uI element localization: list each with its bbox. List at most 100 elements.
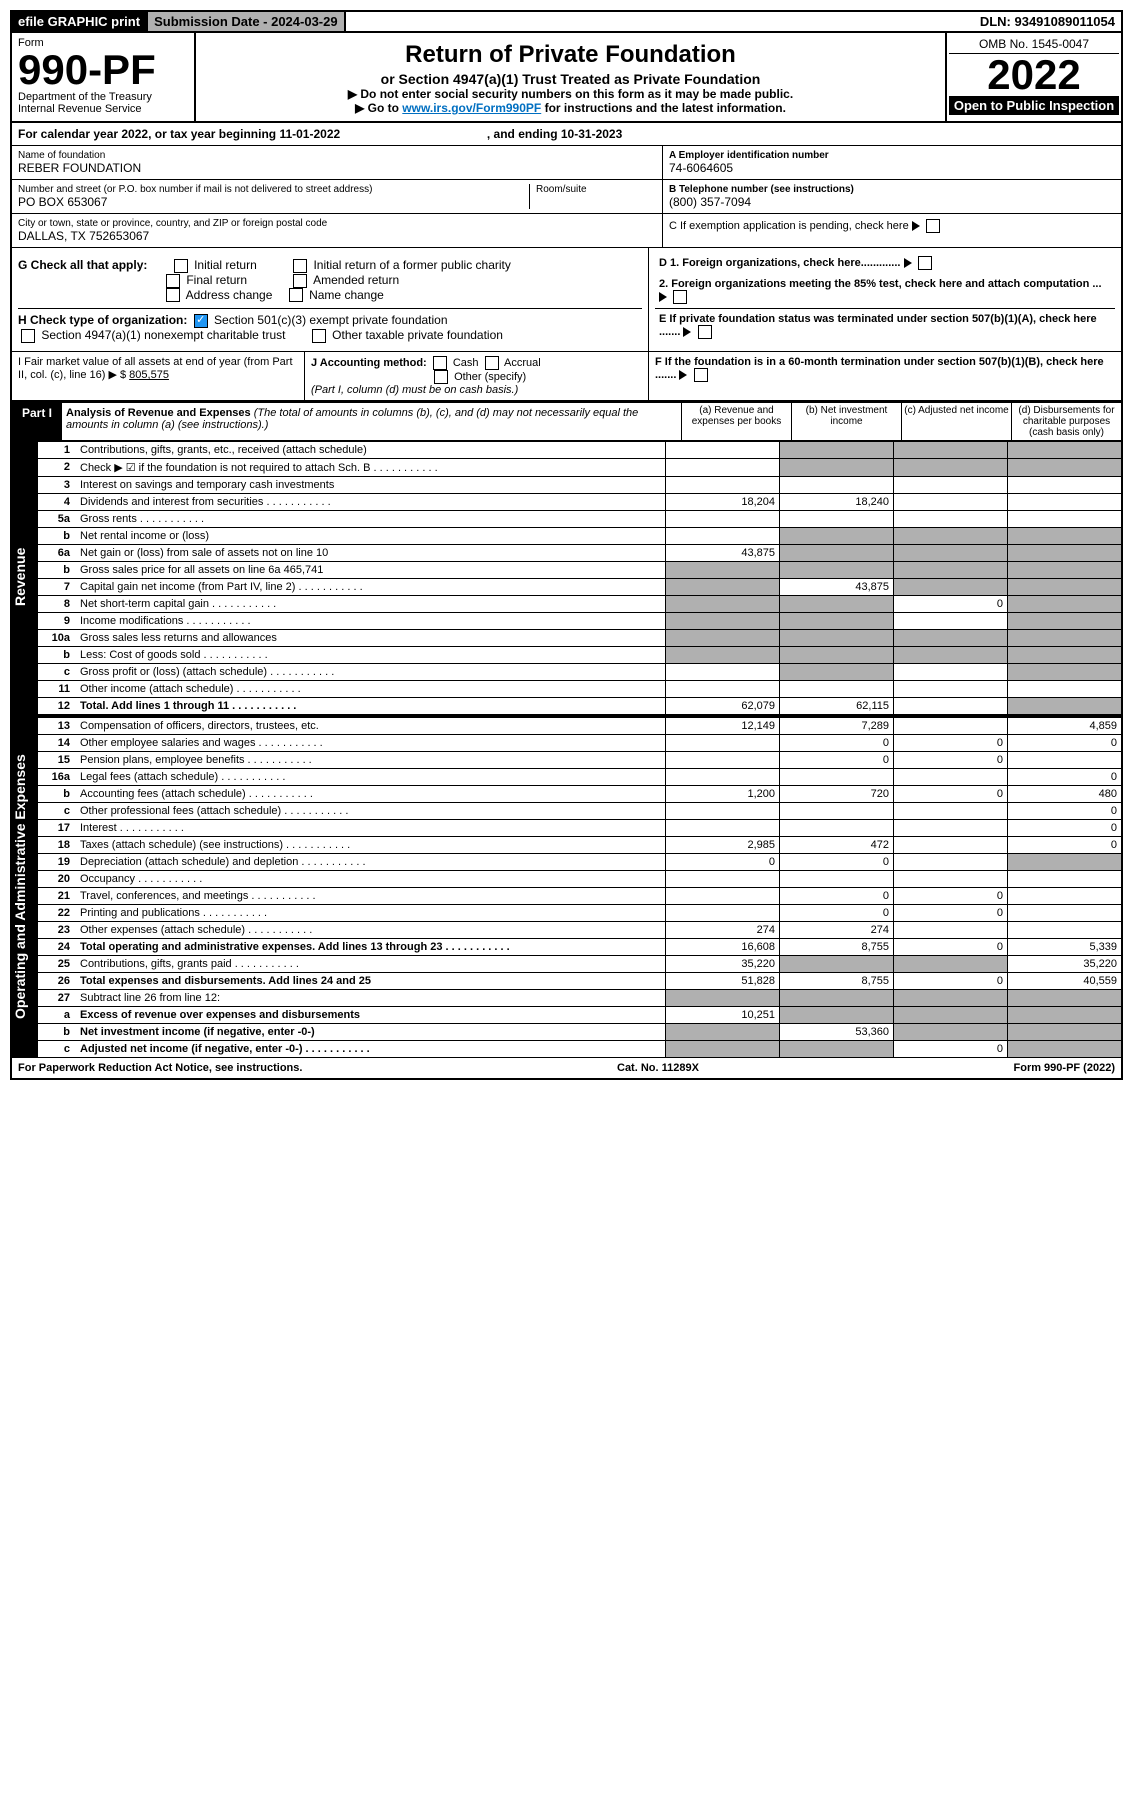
amt-cell <box>780 630 894 647</box>
table-row: bAccounting fees (attach schedule)1,2007… <box>38 786 1121 803</box>
h-opt-3: Other taxable private foundation <box>332 328 503 342</box>
table-row: 2Check ▶ ☑ if the foundation is not requ… <box>38 459 1121 477</box>
city-label: City or town, state or province, country… <box>18 218 656 229</box>
line-desc: Net short-term capital gain <box>76 596 666 613</box>
i-j-section: I Fair market value of all assets at end… <box>12 352 1121 401</box>
g-final-checkbox[interactable] <box>166 274 180 288</box>
line-desc: Pension plans, employee benefits <box>76 752 666 769</box>
amt-cell: 0 <box>894 786 1008 803</box>
top-bar: efile GRAPHIC print Submission Date - 20… <box>12 12 1121 33</box>
amt-cell <box>1008 854 1122 871</box>
g-name-checkbox[interactable] <box>289 288 303 302</box>
amt-cell <box>666 630 780 647</box>
g-opt-3: Amended return <box>313 273 399 287</box>
c-label: C If exemption application is pending, c… <box>669 220 909 232</box>
amt-cell <box>666 511 780 528</box>
ein-value: 74-6064605 <box>669 161 1115 175</box>
amt-cell <box>894 441 1008 459</box>
j-other: Other (specify) <box>454 371 526 383</box>
line-num: 23 <box>38 922 76 939</box>
line-num: 22 <box>38 905 76 922</box>
tax-year-bar: For calendar year 2022, or tax year begi… <box>12 121 1121 146</box>
amt-cell <box>1008 630 1122 647</box>
g-h-section: G Check all that apply: Initial return I… <box>12 248 1121 352</box>
amt-cell: 274 <box>666 922 780 939</box>
goto-post: for instructions and the latest informat… <box>545 101 786 115</box>
amt-cell <box>894 871 1008 888</box>
j-cash-checkbox[interactable] <box>433 356 447 370</box>
amt-cell: 18,204 <box>666 494 780 511</box>
amt-cell: 0 <box>894 939 1008 956</box>
line-desc: Contributions, gifts, grants, etc., rece… <box>76 441 666 459</box>
h-other-checkbox[interactable] <box>312 329 326 343</box>
amt-cell <box>894 820 1008 837</box>
line-num: 18 <box>38 837 76 854</box>
amt-cell: 0 <box>1008 820 1122 837</box>
amt-cell <box>1008 459 1122 477</box>
amt-cell: 8,755 <box>780 973 894 990</box>
line-desc: Income modifications <box>76 613 666 630</box>
g-address-checkbox[interactable] <box>166 288 180 302</box>
g-opt-4: Address change <box>186 288 273 302</box>
h-501c3-checkbox[interactable] <box>194 314 208 328</box>
amt-cell <box>1008 647 1122 664</box>
table-row: bNet rental income or (loss) <box>38 528 1121 545</box>
amt-cell <box>666 820 780 837</box>
expense-table: 13Compensation of officers, directors, t… <box>38 716 1121 1057</box>
amt-cell <box>1008 1007 1122 1024</box>
h-4947-checkbox[interactable] <box>21 329 35 343</box>
line-desc: Less: Cost of goods sold <box>76 647 666 664</box>
amt-cell: 0 <box>1008 735 1122 752</box>
amt-cell: 0 <box>894 973 1008 990</box>
line-num: c <box>38 664 76 681</box>
amt-cell: 0 <box>666 854 780 871</box>
ty-begin: 11-01-2022 <box>279 127 340 141</box>
form-link[interactable]: www.irs.gov/Form990PF <box>402 101 541 115</box>
amt-cell <box>1008 905 1122 922</box>
h-opt-1: Section 501(c)(3) exempt private foundat… <box>214 313 447 327</box>
line-num: 14 <box>38 735 76 752</box>
ty-end: 10-31-2023 <box>561 127 622 141</box>
amt-cell: 53,360 <box>780 1024 894 1041</box>
ty-pre: For calendar year 2022, or tax year begi… <box>18 127 279 141</box>
table-row: 26Total expenses and disbursements. Add … <box>38 973 1121 990</box>
amt-cell: 0 <box>894 752 1008 769</box>
amt-cell <box>1008 681 1122 698</box>
line-num: 8 <box>38 596 76 613</box>
e-checkbox[interactable] <box>698 325 712 339</box>
amt-cell <box>894 459 1008 477</box>
revenue-table: 1Contributions, gifts, grants, etc., rec… <box>38 440 1121 714</box>
amt-cell <box>666 888 780 905</box>
amt-cell <box>1008 1024 1122 1041</box>
table-row: 16aLegal fees (attach schedule)0 <box>38 769 1121 786</box>
d2-checkbox[interactable] <box>673 290 687 304</box>
line-desc: Capital gain net income (from Part IV, l… <box>76 579 666 596</box>
table-row: 10aGross sales less returns and allowanc… <box>38 630 1121 647</box>
line-desc: Other professional fees (attach schedule… <box>76 803 666 820</box>
amt-cell <box>894 545 1008 562</box>
amt-cell <box>666 664 780 681</box>
line-num: 21 <box>38 888 76 905</box>
amt-cell <box>894 562 1008 579</box>
amt-cell <box>780 1041 894 1058</box>
amt-cell <box>666 1024 780 1041</box>
table-row: bNet investment income (if negative, ent… <box>38 1024 1121 1041</box>
col-a: (a) Revenue and expenses per books <box>682 403 791 440</box>
line-desc: Net rental income or (loss) <box>76 528 666 545</box>
d1-checkbox[interactable] <box>918 256 932 270</box>
line-desc: Total. Add lines 1 through 11 <box>76 698 666 715</box>
j-other-checkbox[interactable] <box>434 370 448 384</box>
line-num: 10a <box>38 630 76 647</box>
j-accrual-checkbox[interactable] <box>485 356 499 370</box>
g-initial-former-checkbox[interactable] <box>293 259 307 273</box>
amt-cell <box>1008 922 1122 939</box>
amt-cell <box>894 854 1008 871</box>
amt-cell <box>1008 579 1122 596</box>
g-initial-checkbox[interactable] <box>174 259 188 273</box>
g-opt-0: Initial return <box>194 258 257 272</box>
f-checkbox[interactable] <box>694 368 708 382</box>
c-checkbox[interactable] <box>926 219 940 233</box>
amt-cell <box>894 528 1008 545</box>
g-amended-checkbox[interactable] <box>293 274 307 288</box>
line-desc: Gross rents <box>76 511 666 528</box>
